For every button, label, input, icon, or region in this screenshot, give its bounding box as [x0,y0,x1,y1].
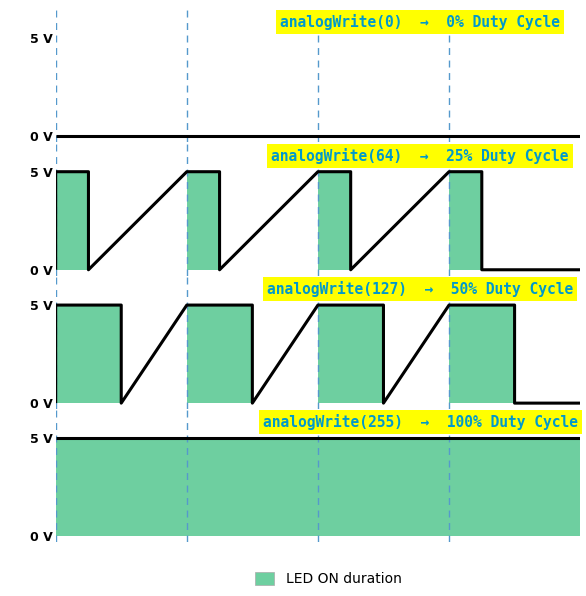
Text: analogWrite(255)  →  100% Duty Cycle: analogWrite(255) → 100% Duty Cycle [263,414,578,430]
Text: analogWrite(0)  →  0% Duty Cycle: analogWrite(0) → 0% Duty Cycle [280,14,560,30]
Legend: LED ON duration: LED ON duration [255,572,401,586]
Text: analogWrite(64)  →  25% Duty Cycle: analogWrite(64) → 25% Duty Cycle [271,148,569,164]
Text: analogWrite(127)  →  50% Duty Cycle: analogWrite(127) → 50% Duty Cycle [267,281,573,297]
